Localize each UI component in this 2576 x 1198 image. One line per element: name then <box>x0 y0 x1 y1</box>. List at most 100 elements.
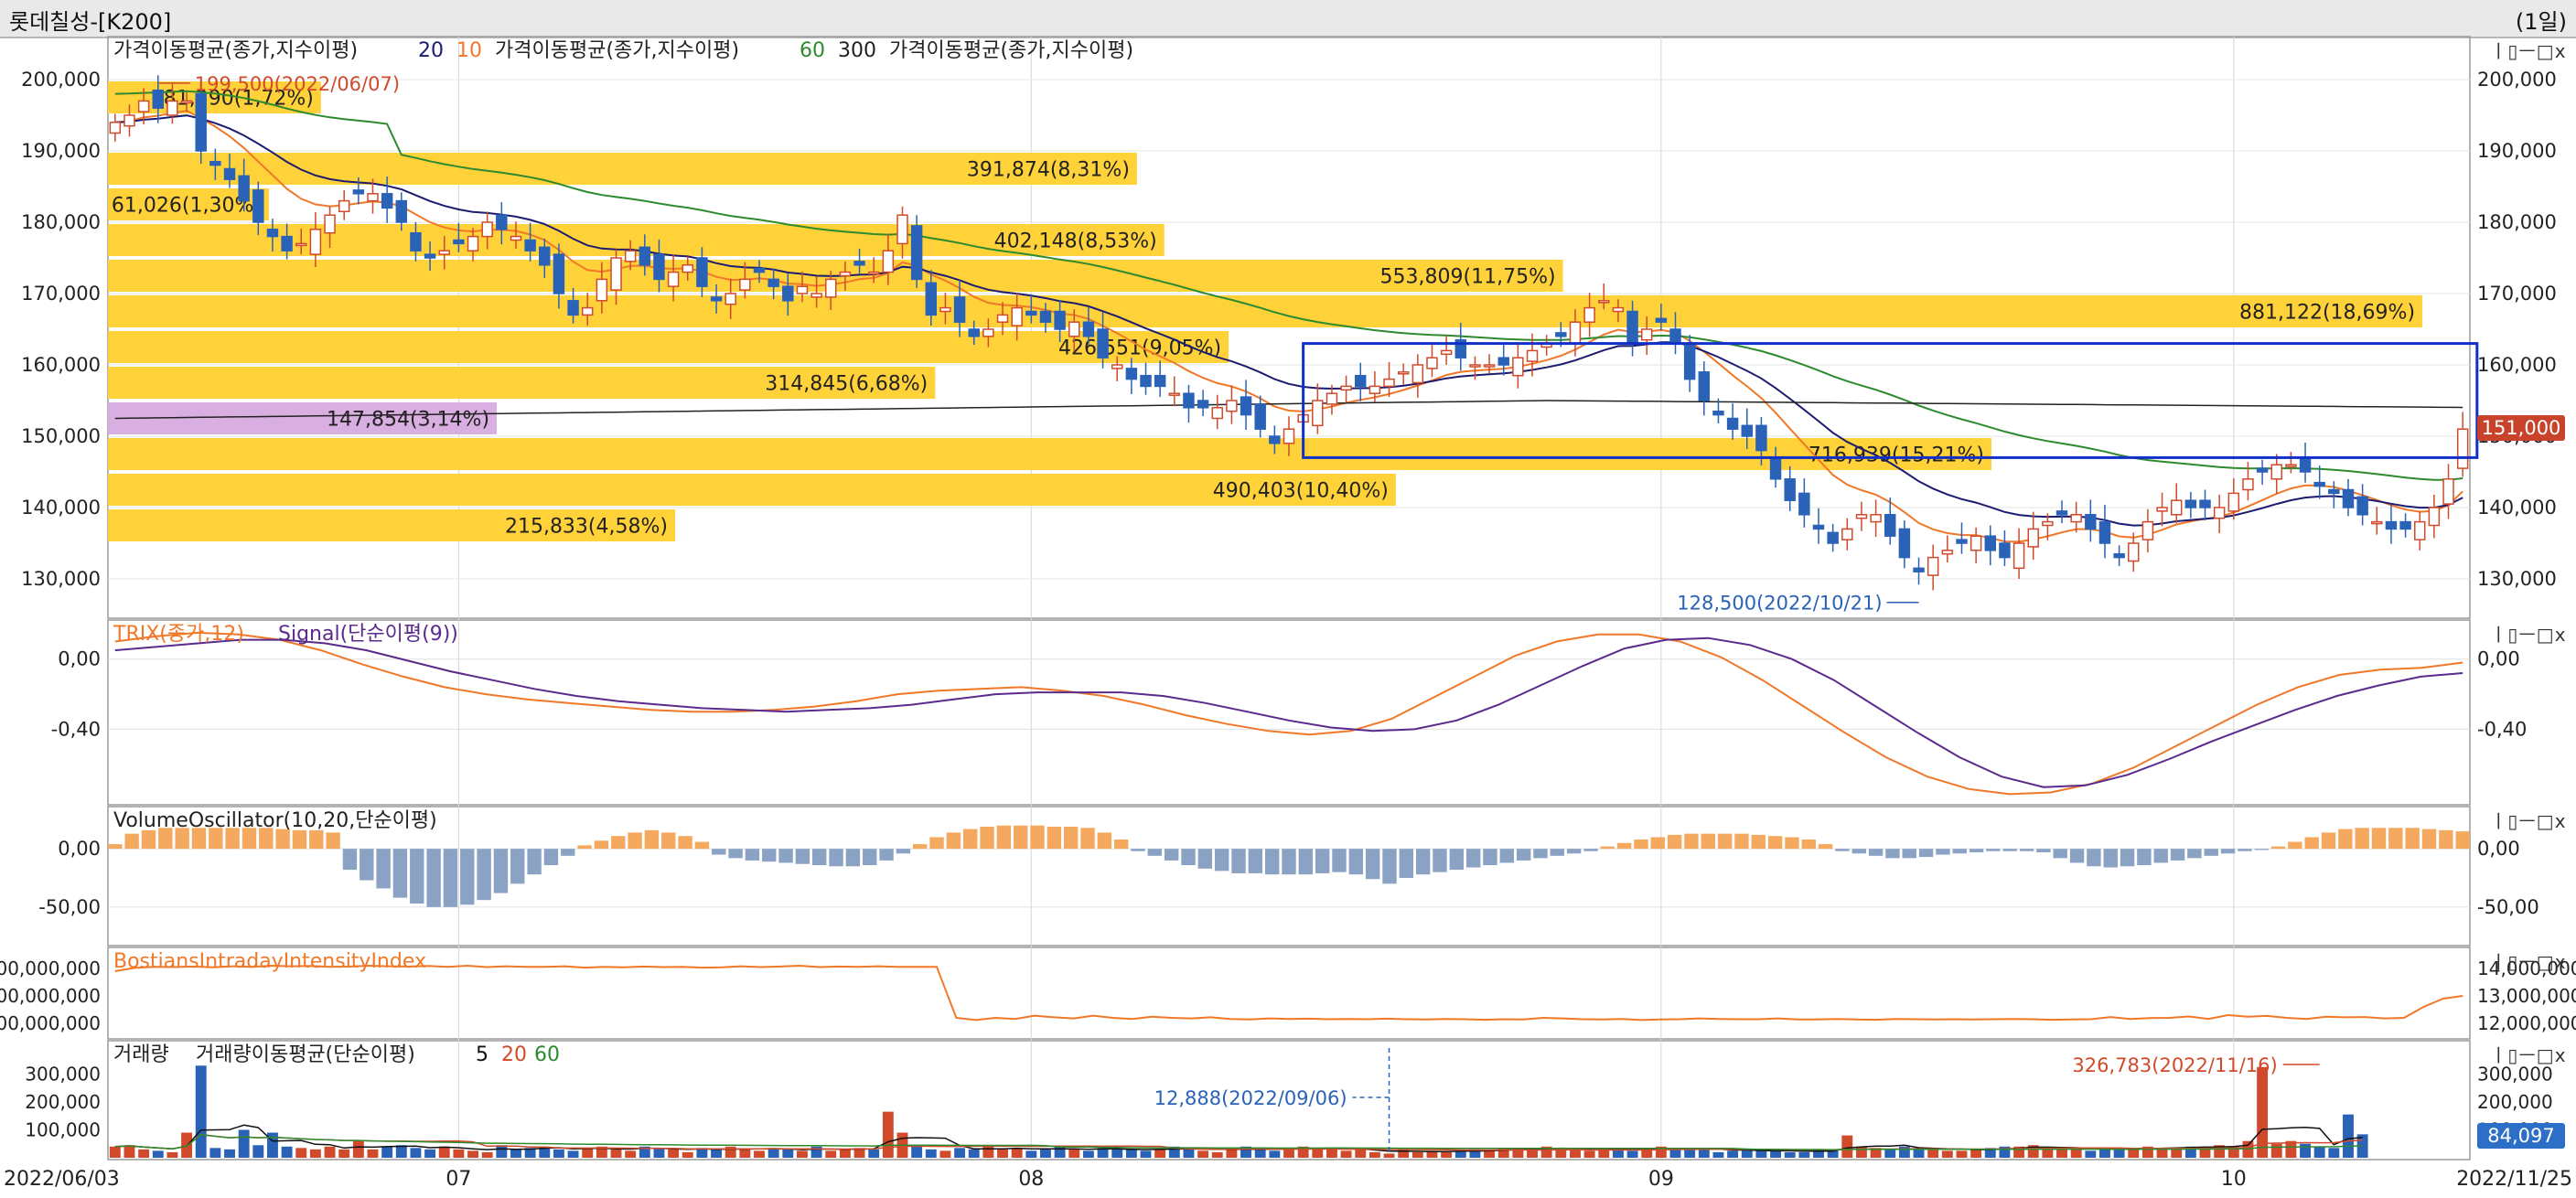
candle-body <box>1211 407 1223 420</box>
volume-bar <box>1527 1149 1538 1158</box>
volume-bar <box>453 1149 465 1158</box>
vo-bar <box>1734 833 1749 850</box>
vo-bar <box>829 849 843 867</box>
volume-bar <box>1655 1146 1667 1158</box>
volume-bar <box>2270 1143 2282 1158</box>
vo-bar <box>2120 849 2135 867</box>
vo-bar <box>2204 849 2218 856</box>
volume-bar <box>2085 1150 2097 1158</box>
vo-bar <box>124 833 139 850</box>
pane-controls-bostian[interactable]: ㅣ▯ㅡ□ⅹ <box>2490 951 2567 973</box>
vo-bar <box>1348 849 1364 875</box>
volume-bar <box>1755 1150 1767 1158</box>
candle-body <box>2098 520 2111 544</box>
candle-body <box>982 328 994 337</box>
volume-bar <box>2128 1148 2140 1158</box>
candle-body <box>2442 478 2454 505</box>
volume-profile-label: 61,026(1,30%) <box>112 195 262 218</box>
candle-body <box>1312 400 1324 427</box>
vo-bar <box>628 832 642 850</box>
vo-bar <box>1415 849 1431 875</box>
vo-bar <box>108 844 123 850</box>
volume-bar <box>724 1146 736 1158</box>
price-tick-left: 150,000 <box>21 425 101 447</box>
volume-profile-bar <box>108 295 2423 327</box>
trix-line <box>114 631 2463 796</box>
candle-body <box>2128 542 2140 562</box>
pane-controls-volume[interactable]: ㅣ▯ㅡ□ⅹ <box>2490 1044 2567 1066</box>
volume-ma-line <box>114 1133 2363 1150</box>
vo-bar <box>1751 834 1766 850</box>
volume-oscillator-pane <box>107 806 2471 947</box>
trix-tick-right: -0,40 <box>2477 718 2527 740</box>
candle-body <box>1125 368 1138 380</box>
pane-controls-volume-oscillator[interactable]: ㅣ▯ㅡ□ⅹ <box>2490 810 2567 832</box>
candle-body <box>1168 392 1181 396</box>
volume-profile-bar <box>108 331 1229 363</box>
volume-bar <box>1082 1150 1094 1158</box>
volume-bar <box>510 1149 521 1158</box>
candle-body <box>796 285 809 294</box>
vo-bar <box>309 829 324 850</box>
vo-bar <box>1583 849 1598 851</box>
trix-tick-right: 0,00 <box>2477 648 2520 670</box>
vo-bar <box>2002 849 2017 851</box>
volume-bar <box>810 1146 822 1158</box>
volume-bar <box>367 1149 379 1158</box>
volume-bar <box>925 1149 937 1158</box>
volume-bar <box>338 1149 350 1158</box>
period-label[interactable]: (1일) <box>2515 9 2567 35</box>
vo-bar <box>2238 849 2252 851</box>
price-legend-param: 60 <box>800 39 825 62</box>
volume-bar <box>1684 1148 1696 1158</box>
candle-body <box>1741 424 1753 437</box>
volume-bar <box>166 1151 178 1158</box>
candle-body <box>925 282 938 316</box>
candle-body <box>2042 520 2054 527</box>
price-tick-left: 190,000 <box>21 140 101 162</box>
pane-controls-trix[interactable]: ㅣ▯ㅡ□ⅹ <box>2490 624 2567 646</box>
vo-bar <box>392 849 408 898</box>
vo-bar <box>1046 827 1062 850</box>
candle-body <box>1411 364 1424 384</box>
volume-profile-bar <box>108 367 936 399</box>
volume-profile-label: 147,854(3,14%) <box>327 409 489 432</box>
candle-body <box>2414 520 2426 540</box>
vo-bar <box>2153 849 2168 863</box>
volume-bar <box>424 1149 436 1158</box>
vo-bar <box>2137 849 2152 865</box>
candle-body <box>825 278 837 298</box>
volume-bar <box>939 1150 951 1158</box>
vo-bar <box>1650 837 1665 850</box>
volume-bar <box>1555 1148 1567 1158</box>
candle-body <box>882 250 895 273</box>
vo-bar <box>2321 832 2336 850</box>
candle-body <box>753 267 766 273</box>
volume-profile-bar <box>108 509 675 541</box>
volume-bar <box>1855 1146 1867 1158</box>
candle-body <box>252 189 264 223</box>
vo-tick-right: -50,00 <box>2477 896 2539 918</box>
candle-body <box>1269 435 1281 444</box>
price-tick-left: 170,000 <box>21 283 101 305</box>
volume-profile-label: 314,845(6,68%) <box>765 373 928 396</box>
candle-body <box>2141 520 2154 540</box>
vo-bar <box>1634 840 1648 850</box>
bostian-pane <box>107 947 2471 1040</box>
vo-bar <box>1465 849 1481 868</box>
volume-bar <box>1454 1150 1466 1158</box>
vo-bar <box>2187 849 2202 859</box>
volume-bar <box>1140 1150 1152 1158</box>
candle-body <box>1082 321 1095 337</box>
volume-bar <box>553 1149 564 1158</box>
candle-body <box>810 293 822 298</box>
candle-body <box>1913 567 1925 572</box>
vo-bar <box>1499 849 1515 863</box>
candle-body <box>767 278 779 287</box>
vo-bar <box>1717 833 1733 850</box>
bii-line <box>114 964 2463 1022</box>
vo-bar <box>225 828 240 850</box>
pane-controls-price[interactable]: ㅣ▯ㅡ□ⅹ <box>2490 40 2567 62</box>
volume-bar <box>1368 1151 1380 1158</box>
